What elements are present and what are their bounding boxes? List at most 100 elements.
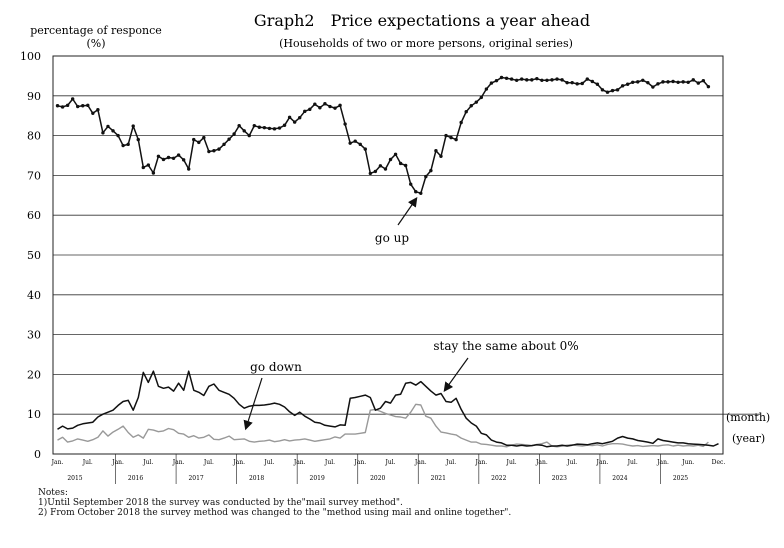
notes-heading: Notes: [38,488,68,498]
y-tick-labels: 0 10 20 30 40 50 60 70 80 90 100 [20,50,41,461]
data-point-go-up [540,78,544,82]
data-point-go-up [318,106,322,110]
month-label-jan-2016: Jan. [111,459,124,466]
data-point-go-up [570,80,574,85]
data-point-go-up [565,80,569,85]
annotation-go-down-arrow [243,377,263,431]
data-point-go-up [212,149,216,153]
data-point-go-up [161,157,166,162]
x-axis-month-label: (month) [726,411,770,424]
data-point-go-up [514,78,519,82]
data-point-go-up [131,124,135,128]
data-point-go-up [232,132,236,136]
data-point-go-up [70,97,75,101]
y-tick-label-80: 80 [27,130,41,143]
data-point-go-up [121,143,125,148]
data-point-go-up [696,81,700,85]
y-tick-label-70: 70 [27,169,41,182]
data-point-go-up [111,129,115,133]
annotation-stay-same: stay the same about 0% [433,339,578,353]
data-point-go-up [388,157,393,162]
data-point-go-up [126,142,130,147]
data-point-go-up [550,78,554,82]
x-axis-year-label: (year) [732,432,765,445]
month-label-jul-2023: Jul. [566,459,577,466]
plot-frame [52,55,724,455]
data-point-go-up [499,75,504,80]
y-tick-label-0: 0 [34,448,41,461]
data-point-go-up [520,77,524,81]
data-point-go-up [101,131,105,135]
data-point-go-up [192,137,196,142]
data-point-go-up [555,77,559,81]
data-point-go-up [106,124,110,129]
chart-title: Graph2 Price expectations a year ahead [254,11,590,30]
month-label-jul-2021: Jul. [445,459,456,466]
data-point-go-up [292,120,297,124]
data-point-go-up [197,140,201,145]
y-tick-label-10: 10 [27,408,41,421]
data-point-go-up [358,142,362,147]
year-label-2020: 2020 [370,475,385,482]
data-point-go-up [146,163,151,167]
data-point-go-up [671,79,675,84]
series-line-stay-the-same-about-0- [57,403,709,448]
annotation-go-down: go down [250,360,302,374]
data-point-go-up [656,82,660,86]
data-point-go-up [65,103,70,108]
month-label-jun-2025: Jun. [681,459,694,466]
data-point-go-up [504,76,509,80]
data-point-go-up [348,141,352,145]
data-point-go-up [419,191,423,196]
series-lines [55,75,719,448]
data-point-go-up [323,102,327,106]
data-point-go-up [530,78,534,82]
data-point-go-up [338,103,342,108]
data-point-go-up [267,126,272,131]
month-label-jan-2022: Jan. [474,459,487,466]
data-point-go-up [308,107,312,112]
data-point-go-up [409,182,413,186]
data-point-go-up [434,149,438,153]
data-point-go-up [605,90,610,94]
data-point-go-up [580,81,584,86]
annotation-go-up-arrow [397,197,418,226]
data-point-go-up [545,78,549,82]
data-point-go-up [600,88,605,92]
data-point-go-up [383,167,388,171]
data-point-go-up [459,120,463,125]
month-label-jan-2019: Jan. [293,459,306,466]
data-point-go-up [242,129,246,133]
year-label-2019: 2019 [310,475,325,482]
data-point-go-up [479,95,484,100]
data-point-go-up [560,78,564,82]
data-point-go-up [641,78,645,82]
y-tick-label-30: 30 [27,329,41,342]
month-label-jan-2024: Jan. [596,459,609,466]
data-point-go-up [636,80,640,84]
data-point-go-up [343,122,347,126]
series-line-go-down [57,370,719,448]
data-point-go-up [217,147,221,151]
data-point-go-up [247,133,251,138]
year-label-2015: 2015 [67,475,82,482]
month-label-jul-2018: Jul. [263,459,274,466]
data-point-go-up [116,133,120,138]
data-point-go-up [681,80,685,84]
data-point-go-up [277,126,282,130]
y-tick-label-90: 90 [27,90,41,103]
year-label-2021: 2021 [431,475,446,482]
notes: Notes: 1)Until September 2018 the survey… [38,488,511,518]
data-point-go-up [615,88,620,92]
data-point-go-up [651,85,655,89]
note-2: 2) From October 2018 the survey method w… [38,508,512,518]
year-label-2022: 2022 [491,475,506,482]
data-point-go-up [464,110,468,114]
x-axis: 2015 Jan. Jul. 2016 Jan. Jul. 2017 Jan. Jul. 2018… [51,454,725,484]
data-point-go-up [585,77,589,81]
month-label-jan-2021: Jan. [414,459,427,466]
data-point-go-up [509,77,514,81]
y-tick-label-50: 50 [27,249,41,262]
data-point-go-up [181,158,186,162]
